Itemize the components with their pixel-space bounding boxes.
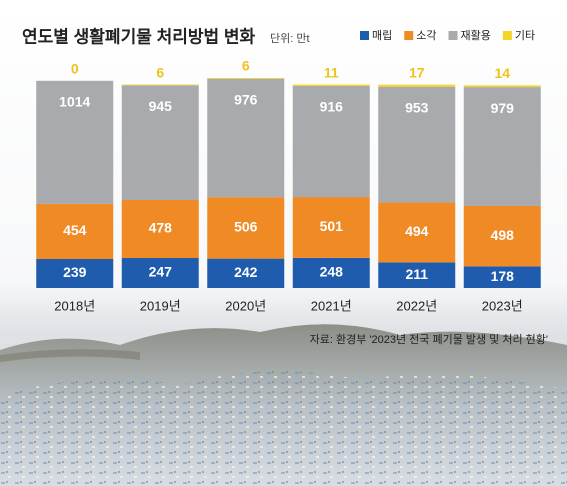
bar-segment: [36, 80, 114, 204]
value-label: 11: [324, 64, 339, 80]
value-label: 14: [494, 65, 510, 81]
bar-segment: [463, 87, 541, 206]
value-label: 976: [234, 91, 258, 107]
value-label: 6: [156, 64, 164, 80]
value-label: 211: [405, 266, 428, 282]
chart-title: 연도별 생활폐기물 처리방법 변화: [22, 26, 255, 46]
bar-segment: [463, 85, 541, 88]
bar-segment: [121, 85, 199, 200]
bar-segment: [121, 84, 199, 86]
unit-label: 단위: 만t: [270, 32, 310, 45]
x-tick-label: 2020년: [225, 298, 266, 313]
value-label: 494: [405, 223, 429, 239]
value-label: 247: [149, 264, 173, 280]
bar-segment: [378, 202, 456, 263]
photo-ridge: [0, 349, 140, 362]
bar-segment: [463, 266, 541, 288]
value-label: 1014: [59, 93, 90, 109]
x-tick-label: 2019년: [140, 298, 181, 313]
value-label: 248: [320, 264, 344, 280]
value-label: 916: [320, 99, 344, 115]
bar-segment: [378, 86, 456, 203]
value-label: 239: [63, 264, 87, 280]
bar-segment: [36, 203, 114, 259]
x-tick-label: 2023년: [482, 298, 523, 313]
bar-segment: [292, 197, 370, 258]
legend: 매립 소각 재활용 기타: [360, 28, 535, 42]
value-label: 501: [320, 218, 344, 234]
value-label: 454: [63, 222, 87, 238]
legend-label: 소각: [416, 29, 436, 42]
legend-swatch: [360, 31, 369, 40]
value-label: 953: [405, 99, 429, 115]
legend-label: 매립: [372, 29, 392, 42]
bar-segment: [36, 258, 114, 288]
bar-segment: [378, 262, 456, 288]
legend-label: 재활용: [461, 28, 491, 42]
value-label: 17: [409, 64, 425, 80]
bar-segment: [207, 78, 285, 79]
value-label: 945: [149, 98, 173, 114]
value-label: 506: [234, 219, 258, 235]
value-label: 178: [491, 268, 515, 284]
bar-segment: [463, 205, 541, 267]
bar-segment: [292, 257, 370, 288]
bar-segment: [378, 84, 456, 87]
bar-segment: [292, 84, 370, 86]
bar-segment: [207, 258, 285, 288]
photo-texture: [0, 371, 567, 486]
x-tick-label: 2021년: [311, 298, 352, 313]
source-note: 자료: 환경부 '2023년 전국 폐기물 발생 및 처리 현황': [310, 333, 548, 346]
value-label: 6: [242, 58, 250, 74]
bar-segment: [121, 258, 199, 288]
legend-swatch: [502, 31, 512, 40]
x-tick-label: 2022년: [396, 298, 437, 313]
legend-swatch: [404, 31, 414, 40]
value-label: 498: [491, 227, 515, 243]
legend-label: 기타: [515, 29, 535, 42]
legend-swatch: [448, 31, 458, 40]
bar-segment: [292, 85, 370, 198]
value-label: 0: [71, 60, 79, 76]
x-tick-label: 2018년: [54, 298, 95, 313]
bar-segment: [207, 78, 285, 198]
bar-segment: [121, 199, 199, 259]
value-label: 979: [491, 100, 515, 116]
value-label: 478: [149, 220, 173, 236]
bar-segment: [207, 197, 285, 259]
value-label: 242: [234, 264, 258, 280]
